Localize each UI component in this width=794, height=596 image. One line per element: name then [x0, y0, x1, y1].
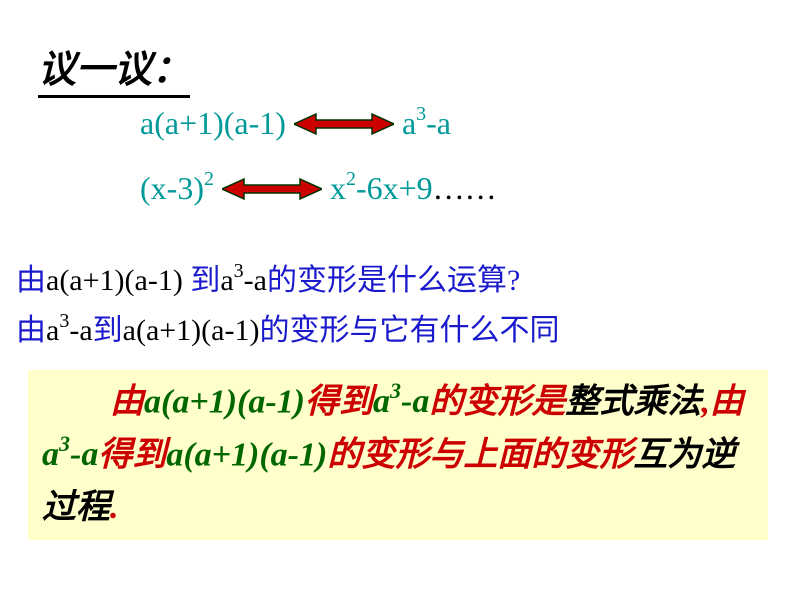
q1-p3: 到	[190, 264, 220, 297]
ans-p13: .	[110, 489, 119, 526]
ans-p8a: a	[42, 436, 59, 473]
ans-p7: ,由	[701, 383, 744, 420]
eq2-r-a: x	[330, 170, 346, 206]
q1-p1: 由	[16, 264, 46, 297]
ans-p6: 整式乘法	[565, 383, 701, 420]
arrow-poly	[294, 114, 394, 134]
q1-p5: 的变形是什么运算?	[267, 264, 520, 297]
eq2-r-exp: 2	[346, 168, 356, 190]
equation-row-2: (x-3)2 x2-6x+9 ……	[140, 170, 497, 207]
arrow-poly	[222, 179, 322, 199]
ans-p5: 的变形是	[429, 383, 565, 420]
q1-p2: a(a+1)(a-1)	[46, 264, 190, 297]
question-1: 由a(a+1)(a-1) 到a3-a的变形是什么运算?	[16, 255, 520, 299]
q2-p2b: -a	[69, 314, 92, 347]
ans-p8b: -a	[70, 436, 98, 473]
ans-p4: a3-a	[373, 383, 429, 420]
ans-indent	[42, 383, 110, 420]
equation-row-1: a(a+1)(a-1) a3-a	[140, 105, 451, 142]
q2-p3: 到	[93, 314, 123, 347]
eq1-right: a3-a	[402, 105, 451, 142]
ans-p8: a3-a	[42, 436, 98, 473]
ans-p11: 的变形与上面的变形	[327, 436, 633, 473]
q2-p1: 由	[16, 314, 46, 347]
eq1-r-exp: 3	[416, 103, 426, 125]
eq1-r-b: -a	[426, 105, 451, 141]
double-arrow-icon	[222, 173, 322, 205]
ans-p10: a(a+1)(a-1)	[166, 436, 327, 473]
q2-p2a: a	[46, 314, 59, 347]
ans-p8exp: 3	[59, 431, 70, 456]
eq1-left: a(a+1)(a-1)	[140, 105, 286, 142]
q2-p2exp: 3	[59, 310, 69, 332]
eq2-right: x2-6x+9	[330, 170, 433, 207]
ans-p3: 得到	[305, 383, 373, 420]
answer-box: 由a(a+1)(a-1)得到a3-a的变形是整式乘法,由a3-a得到a(a+1)…	[28, 370, 768, 540]
double-arrow-icon	[294, 108, 394, 140]
ans-p4exp: 3	[390, 378, 401, 403]
eq2-l-a: (x-3)	[140, 170, 204, 206]
ans-p4a: a	[373, 383, 390, 420]
question-2: 由a3-a到a(a+1)(a-1)的变形与它有什么不同	[16, 305, 559, 349]
q1-p4: a3-a	[220, 264, 267, 297]
eq2-dots: ……	[433, 170, 497, 207]
q2-p4: a(a+1)(a-1)	[123, 314, 260, 347]
ans-p4b: -a	[401, 383, 429, 420]
q1-p4exp: 3	[234, 260, 244, 282]
eq2-l-exp: 2	[204, 168, 214, 190]
eq2-left: (x-3)2	[140, 170, 214, 207]
ans-p1: 由	[110, 383, 144, 420]
page-title: 议一议：	[38, 38, 190, 98]
q2-p5: 的变形与它有什么不同	[259, 314, 559, 347]
eq1-r-a: a	[402, 105, 416, 141]
q1-p4b: -a	[244, 264, 267, 297]
ans-p2: a(a+1)(a-1)	[144, 383, 305, 420]
q2-p2: a3-a	[46, 314, 93, 347]
eq2-r-b: -6x+9	[356, 170, 433, 206]
ans-p9: 得到	[98, 436, 166, 473]
q1-p4a: a	[220, 264, 233, 297]
